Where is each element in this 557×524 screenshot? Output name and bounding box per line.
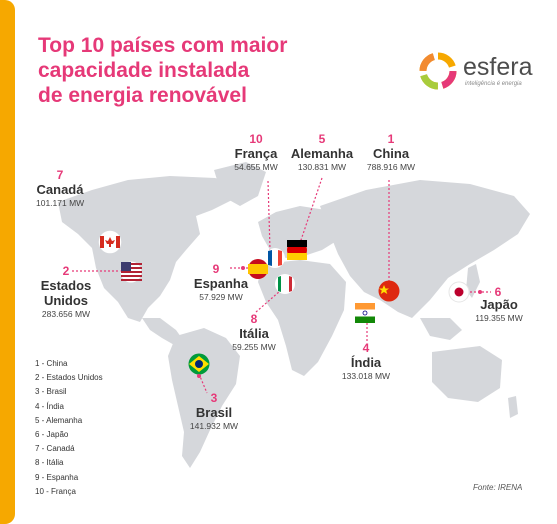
capacity-china: 788.916 MW [366,162,416,172]
label-spain: Espanha 57.929 MW [190,276,252,303]
australia [432,346,502,402]
label-france: 10 França 54.655 MW [228,132,284,173]
esfera-logo-icon [419,52,457,90]
capacity-italy: 59.255 MW [232,342,276,352]
continents [58,162,530,468]
europe [258,206,344,258]
capacity-france: 54.655 MW [234,162,278,172]
leader-lines [72,177,491,394]
leader-france [267,180,271,251]
rank-germany: 5 [318,132,326,146]
legend-item: 3 - Brasil [35,387,67,397]
greenland [214,162,266,206]
capacity-canada: 101.171 MW [36,198,85,208]
germany-flag [287,240,307,260]
asia [320,180,530,318]
south-america [168,328,240,468]
capacity-germany: 130.831 MW [297,162,347,172]
rank-brazil: 3 [210,391,218,405]
rank-canada: 7 [56,168,64,182]
capacity-india: 133.018 MW [341,371,391,381]
north-america [58,176,248,322]
legend-item: 10 - França [35,486,76,496]
country-name-france: França [234,146,278,161]
legend-item: 8 - Itália [35,458,64,468]
source-note: Fonte: IRENA [473,483,523,492]
label-canada: 7 Canadá 101.171 MW [36,168,84,209]
rank-japan: 6 [494,285,502,299]
southeast-asia [420,318,462,340]
country-name-spain: Espanha [193,276,249,291]
title-line-3: de energia renovável [38,84,247,107]
canada-flag [98,230,122,254]
spain-flag [248,259,268,279]
page-title: Top 10 países com maior capacidade insta… [38,33,338,108]
country-name-china: China [372,146,410,161]
legend-item: 7 - Canadá [35,444,75,454]
label-china: 1 China 788.916 MW [362,132,420,173]
ranking-legend: 1 - China 2 - Estados Unidos 3 - Brasil … [35,357,103,499]
logo-wordmark: esfera [463,53,533,81]
japan-islands [466,264,480,298]
rank-spain-wrap: 9 [208,262,224,276]
capacity-spain: 57.929 MW [199,292,243,302]
country-name-canada: Canadá [36,182,84,197]
country-name-japan: Japão [480,297,518,312]
legend-item: 6 - Japão [35,430,69,440]
country-name-usa-line-1: Estados [40,278,92,293]
country-name-germany: Alemanha [290,146,354,161]
rank-india: 4 [362,341,370,355]
italy-flag [275,274,295,294]
rank-italy: 8 [250,312,258,326]
capacity-usa: 283.656 MW [41,309,91,319]
label-germany: 5 Alemanha 130.831 MW [286,132,358,173]
title-line-1: Top 10 países com maior [38,34,288,57]
country-name-brazil: Brasil [195,405,233,420]
legend-item: 2 - Estados Unidos [35,373,103,383]
label-brazil: 3 Brasil 141.932 MW [184,391,244,432]
rank-japan-wrap: 6 [490,285,506,299]
legend-item: 5 - Alemanha [35,415,83,425]
dots [197,266,482,378]
leader-brazil [198,373,208,394]
rank-china: 1 [387,132,395,146]
country-name-india: Índia [350,355,382,370]
leader-italy [255,290,281,313]
legend-item: 9 - Espanha [35,472,79,482]
legend-item: 1 - China [35,359,68,368]
usa-flag [120,261,142,283]
china-flag [378,280,400,302]
capacity-brazil: 141.932 MW [189,421,239,431]
esfera-logo: esfera inteligência é energia [417,50,532,94]
rank-spain: 9 [212,262,220,276]
rank-france: 10 [249,132,263,146]
brazil-flag [188,353,210,375]
japan-flag [448,281,470,303]
france-flag [265,248,285,268]
leader-germany [299,177,323,244]
india-flag [355,303,375,323]
label-usa: 2 Estados Unidos 283.656 MW [34,264,98,320]
title-line-2: capacidade instalada [38,59,250,82]
label-india: 4 Índia 133.018 MW [336,341,396,382]
logo-tagline: inteligência é energia [465,81,522,87]
country-name-usa-line-2: Unidos [43,293,89,308]
new-zealand [508,396,518,418]
label-italy: 8 Itália 59.255 MW [224,312,284,353]
accent-bar [0,0,15,524]
country-name-italy: Itália [239,326,269,341]
rank-usa: 2 [62,264,70,278]
legend-item: 4 - Índia [35,401,64,411]
capacity-japan: 119.355 MW [475,313,523,323]
label-japan: Japão 119.355 MW [470,297,528,324]
